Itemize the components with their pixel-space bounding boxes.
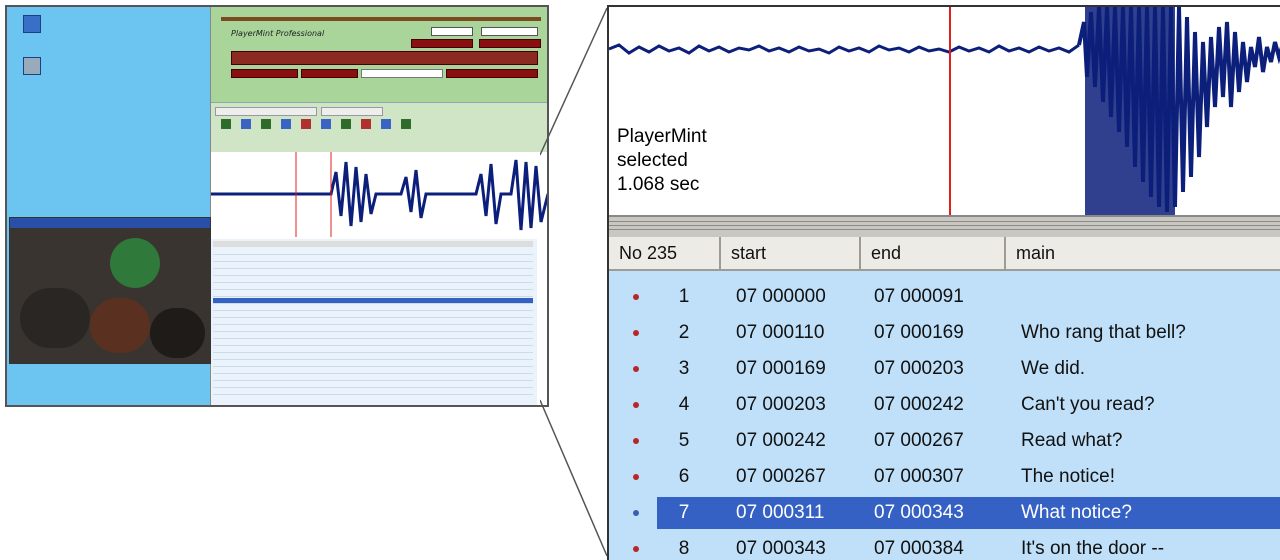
row-number: 7 (678, 502, 690, 523)
row-end: 07 000242 (874, 394, 964, 415)
selected-marker-icon (633, 510, 639, 516)
toolbar-icon[interactable] (341, 119, 351, 129)
row-number: 8 (678, 538, 690, 559)
transcript-table: No 235 start end main 1 07 000000 07 000… (609, 237, 1280, 560)
selection-highlight (657, 497, 1280, 529)
record-marker-icon (633, 294, 639, 300)
record-marker-icon (633, 402, 639, 408)
row-number: 5 (678, 430, 690, 451)
row-number: 1 (678, 286, 690, 307)
table-row[interactable]: 1 07 000000 07 000091 (609, 279, 1280, 315)
toolbar-icon[interactable] (281, 119, 291, 129)
row-main: It's on the door -- (1021, 538, 1165, 559)
row-start: 07 000169 (736, 358, 826, 379)
row-start: 07 000242 (736, 430, 826, 451)
row-end: 07 000169 (874, 322, 964, 343)
column-header-end[interactable]: end (861, 237, 1006, 269)
record-marker-icon (633, 546, 639, 552)
desktop-icon[interactable] (19, 57, 45, 77)
waveform-view[interactable]: PlayerMint selected 1.068 sec (609, 7, 1280, 215)
toolbar-icon[interactable] (401, 119, 411, 129)
video-window-titlebar[interactable] (10, 218, 210, 228)
table-row[interactable]: 5 07 000242 07 000267 Read what? (609, 423, 1280, 459)
zoomed-detail-panel: PlayerMint selected 1.068 sec No 235 sta… (607, 5, 1280, 560)
record-marker-icon (633, 366, 639, 372)
row-start: 07 000000 (736, 286, 826, 307)
row-number: 3 (678, 358, 690, 379)
row-main: Who rang that bell? (1021, 322, 1186, 343)
toolbar-icon[interactable] (221, 119, 231, 129)
row-end: 07 000267 (874, 430, 964, 451)
table-header: No 235 start end main (609, 237, 1280, 271)
app-table-mini (211, 239, 537, 405)
column-header-no[interactable]: No 235 (609, 237, 721, 269)
selection-state-label: selected (617, 150, 688, 171)
row-end: 07 000384 (874, 538, 964, 559)
table-row[interactable]: 4 07 000203 07 000242 Can't you read? (609, 387, 1280, 423)
toolbar-icon[interactable] (321, 119, 331, 129)
zoom-connector (540, 7, 608, 557)
video-player-window[interactable] (9, 217, 211, 364)
row-main: The notice! (1021, 466, 1115, 487)
row-main: Can't you read? (1021, 394, 1155, 415)
pane-splitter[interactable] (609, 215, 1280, 239)
row-start: 07 000110 (736, 322, 825, 343)
row-start: 07 000203 (736, 394, 826, 415)
row-start: 07 000311 (736, 502, 825, 523)
column-header-main[interactable]: main (1016, 243, 1056, 263)
toolbar-icon[interactable] (241, 119, 251, 129)
table-row[interactable]: 3 07 000169 07 000203 We did. (609, 351, 1280, 387)
record-marker-icon (633, 474, 639, 480)
record-marker-icon (633, 330, 639, 336)
table-row[interactable]: 6 07 000267 07 000307 The notice! (609, 459, 1280, 495)
row-start: 07 000343 (736, 538, 826, 559)
app-header: PlayerMint Professional (211, 7, 547, 102)
row-end: 07 000307 (874, 466, 964, 487)
app-screenshot-thumbnail: PlayerMint Professional (5, 5, 549, 407)
selection-info: PlayerMint selected 1.068 sec (617, 125, 707, 197)
player-name-label: PlayerMint (617, 126, 707, 147)
table-row[interactable]: 8 07 000343 07 000384 It's on the door -… (609, 531, 1280, 560)
app-waveform-mini[interactable] (211, 152, 547, 237)
table-row-selected[interactable]: 7 07 000311 07 000343 What notice? (609, 495, 1280, 531)
application-window: PlayerMint Professional (210, 7, 547, 405)
row-main: Read what? (1021, 430, 1123, 451)
row-number: 2 (678, 322, 690, 343)
row-main: We did. (1021, 358, 1086, 379)
row-end: 07 000091 (874, 286, 964, 307)
toolbar-icon[interactable] (261, 119, 271, 129)
row-end: 07 000203 (874, 358, 964, 379)
toolbar-icon[interactable] (301, 119, 311, 129)
toolbar-icon[interactable] (361, 119, 371, 129)
row-start: 07 000267 (736, 466, 826, 487)
row-number: 6 (678, 466, 690, 487)
row-main: What notice? (1021, 502, 1132, 523)
table-row[interactable]: 2 07 000110 07 000169 Who rang that bell… (609, 315, 1280, 351)
app-toolbar (211, 102, 547, 153)
record-marker-icon (633, 438, 639, 444)
row-number: 4 (678, 394, 690, 415)
row-end: 07 000343 (874, 502, 964, 523)
selection-duration-label: 1.068 sec (617, 174, 700, 195)
toolbar-icon[interactable] (381, 119, 391, 129)
app-title: PlayerMint Professional (231, 29, 325, 38)
desktop-icon[interactable] (19, 15, 45, 35)
video-frame (10, 228, 210, 363)
column-header-start[interactable]: start (721, 237, 861, 269)
